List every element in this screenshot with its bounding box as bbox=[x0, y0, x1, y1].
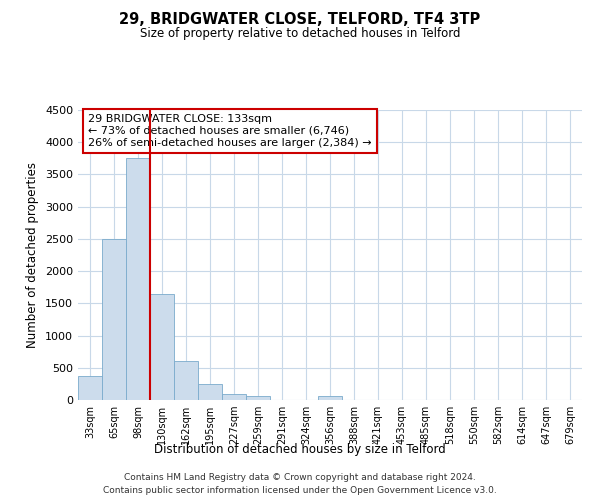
Text: Contains public sector information licensed under the Open Government Licence v3: Contains public sector information licen… bbox=[103, 486, 497, 495]
Bar bbox=[78, 376, 102, 400]
Bar bbox=[318, 396, 342, 400]
Bar bbox=[222, 394, 246, 400]
Bar bbox=[246, 396, 270, 400]
Bar bbox=[174, 362, 198, 400]
Text: Contains HM Land Registry data © Crown copyright and database right 2024.: Contains HM Land Registry data © Crown c… bbox=[124, 472, 476, 482]
Y-axis label: Number of detached properties: Number of detached properties bbox=[26, 162, 40, 348]
Bar bbox=[150, 294, 174, 400]
Text: 29, BRIDGWATER CLOSE, TELFORD, TF4 3TP: 29, BRIDGWATER CLOSE, TELFORD, TF4 3TP bbox=[119, 12, 481, 28]
Text: Size of property relative to detached houses in Telford: Size of property relative to detached ho… bbox=[140, 28, 460, 40]
Bar bbox=[126, 158, 150, 400]
Bar bbox=[102, 239, 126, 400]
Bar bbox=[198, 384, 222, 400]
Text: Distribution of detached houses by size in Telford: Distribution of detached houses by size … bbox=[154, 442, 446, 456]
Text: 29 BRIDGWATER CLOSE: 133sqm
← 73% of detached houses are smaller (6,746)
26% of : 29 BRIDGWATER CLOSE: 133sqm ← 73% of det… bbox=[88, 114, 372, 148]
